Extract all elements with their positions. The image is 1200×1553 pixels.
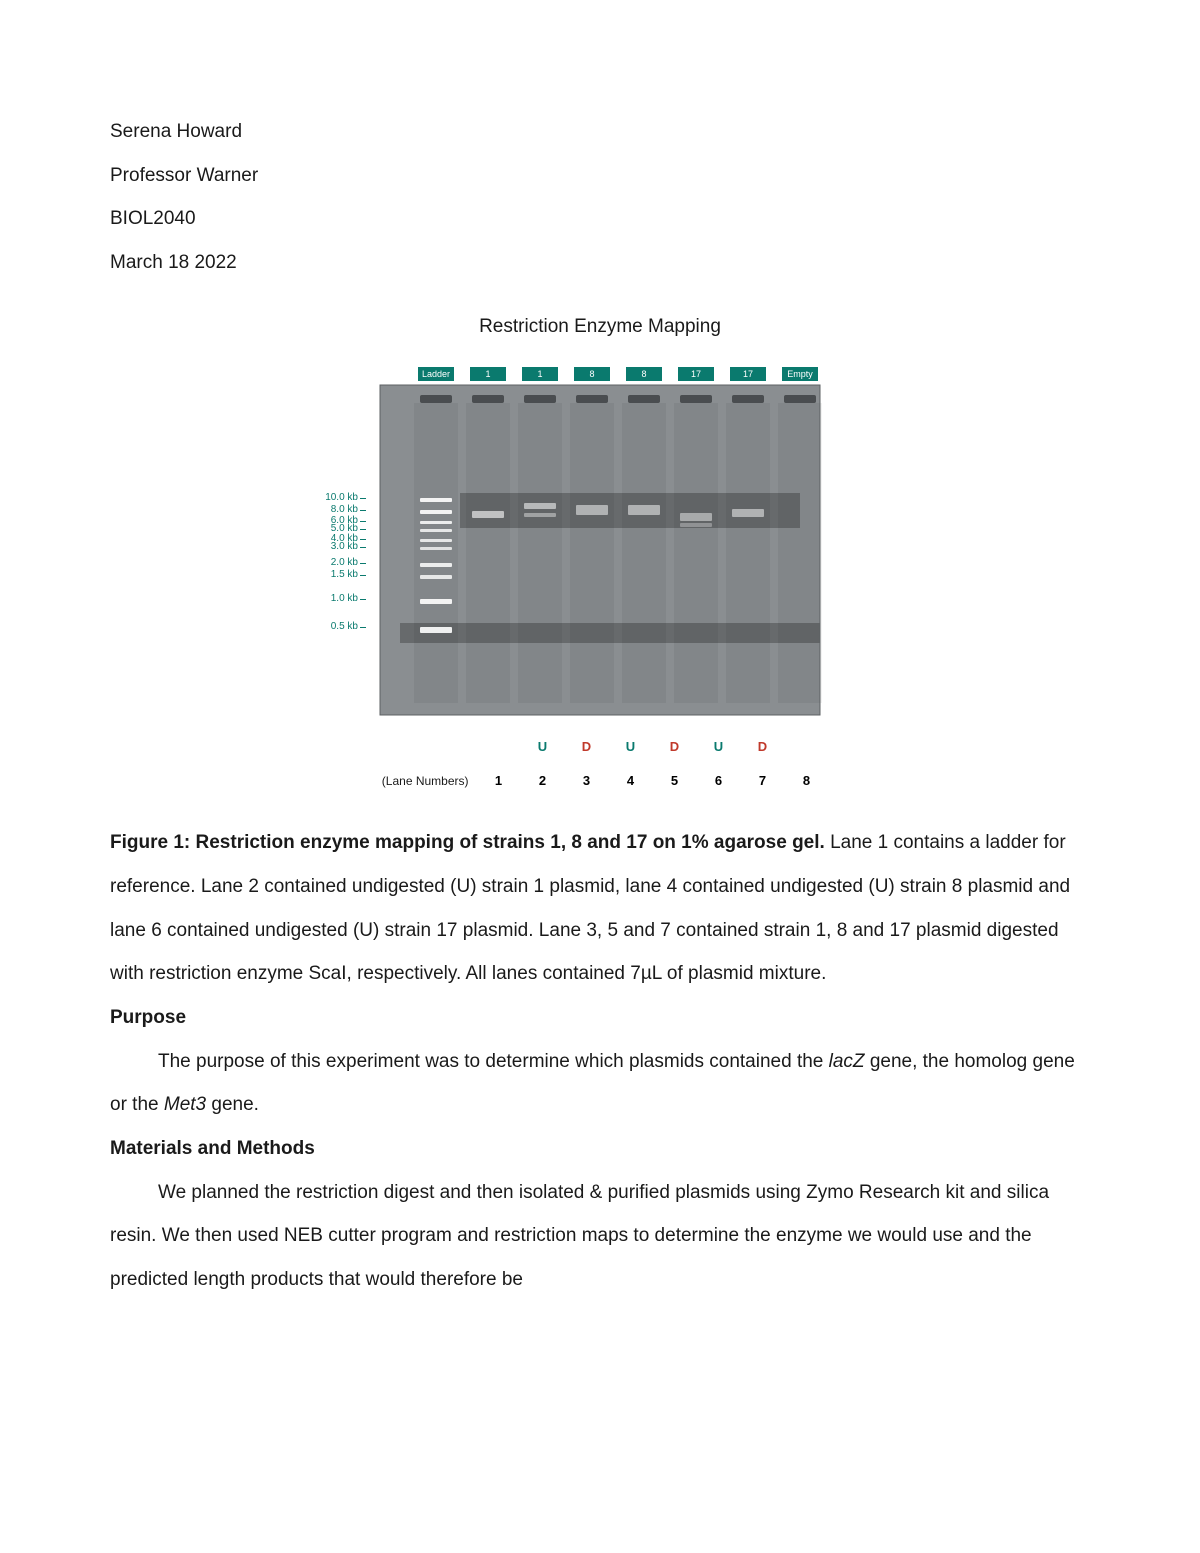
- lane-number-cell: 4: [609, 766, 653, 796]
- professor-line: Professor Warner: [110, 154, 1090, 198]
- kb-label: 1.0 kb: [331, 594, 358, 604]
- gel-image: 10.0 kb8.0 kb6.0 kb5.0 kb4.0 kb3.0 kb2.0…: [360, 363, 840, 728]
- author-line: Serena Howard: [110, 110, 1090, 154]
- document-title: Restriction Enzyme Mapping: [110, 305, 1090, 349]
- materials-methods-paragraph: We planned the restriction digest and th…: [110, 1171, 1090, 1302]
- lane-number-cell: 5: [653, 766, 697, 796]
- course-line: BIOL2040: [110, 197, 1090, 241]
- ud-cell: [477, 732, 521, 762]
- kb-label: 2.0 kb: [331, 558, 358, 568]
- svg-text:8: 8: [641, 369, 646, 379]
- gene-lacz: lacZ: [829, 1051, 865, 1072]
- figure-caption: Figure 1: Restriction enzyme mapping of …: [110, 821, 1090, 996]
- svg-text:Ladder: Ladder: [422, 369, 450, 379]
- lane-number-cell: 1: [477, 766, 521, 796]
- lane-number-cell: 7: [741, 766, 785, 796]
- lane-number-cell: 3: [565, 766, 609, 796]
- lane-numbers-label: (Lane Numbers): [372, 768, 477, 796]
- kb-label: 1.5 kb: [331, 570, 358, 580]
- purpose-text-post: gene.: [206, 1094, 259, 1115]
- svg-text:17: 17: [691, 369, 701, 379]
- lane-number-cell: 8: [785, 766, 829, 796]
- date-line: March 18 2022: [110, 241, 1090, 285]
- svg-text:Empty: Empty: [787, 369, 813, 379]
- svg-text:17: 17: [743, 369, 753, 379]
- ud-cell: D: [565, 732, 609, 762]
- figure-1: 10.0 kb8.0 kb6.0 kb5.0 kb4.0 kb3.0 kb2.0…: [110, 363, 1090, 796]
- purpose-text-pre: The purpose of this experiment was to de…: [158, 1051, 829, 1072]
- svg-text:1: 1: [485, 369, 490, 379]
- gel-kb-labels: 10.0 kb8.0 kb6.0 kb5.0 kb4.0 kb3.0 kb2.0…: [302, 363, 360, 728]
- lane-number-cell: 6: [697, 766, 741, 796]
- ud-cell: [785, 732, 829, 762]
- materials-methods-heading: Materials and Methods: [110, 1127, 1090, 1171]
- ud-cell: U: [609, 732, 653, 762]
- gel-svg: Ladder 1 1 8 8 17 17 Empty: [360, 363, 840, 728]
- ud-row: UDUDUD: [360, 732, 840, 762]
- svg-text:1: 1: [537, 369, 542, 379]
- caption-body: Lane 1 contains a ladder for reference. …: [110, 832, 1070, 984]
- ud-cell: D: [653, 732, 697, 762]
- gene-met3: Met3: [164, 1094, 206, 1115]
- lane-number-row: (Lane Numbers) 12345678: [360, 766, 840, 796]
- kb-label: 3.0 kb: [331, 542, 358, 552]
- kb-label: 8.0 kb: [331, 505, 358, 515]
- caption-lead: Figure 1: Restriction enzyme mapping of …: [110, 832, 825, 853]
- ud-cell: D: [741, 732, 785, 762]
- purpose-heading: Purpose: [110, 996, 1090, 1040]
- lane-number-cell: 2: [521, 766, 565, 796]
- kb-label: 0.5 kb: [331, 622, 358, 632]
- svg-text:8: 8: [589, 369, 594, 379]
- ud-cell: U: [521, 732, 565, 762]
- purpose-paragraph: The purpose of this experiment was to de…: [110, 1040, 1090, 1127]
- ud-cell: U: [697, 732, 741, 762]
- kb-label: 10.0 kb: [325, 493, 358, 503]
